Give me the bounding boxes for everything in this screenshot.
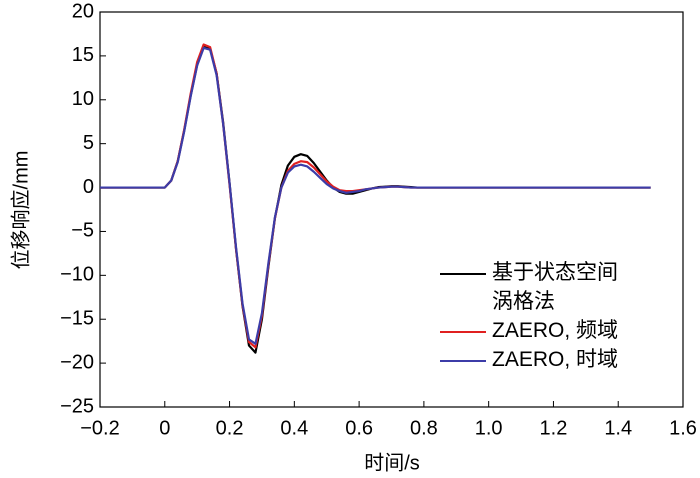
x-tick-label: 0.4 <box>280 417 308 439</box>
x-tick-label: 1.6 <box>669 417 697 439</box>
legend-label: ZAERO, 频域 <box>492 319 619 342</box>
legend-swatch <box>440 331 486 333</box>
y-tick-label: −5 <box>71 220 94 242</box>
x-tick-label: 0.6 <box>345 417 373 439</box>
x-tick-label: 1.4 <box>604 417 632 439</box>
y-tick-label: 10 <box>72 88 94 110</box>
y-tick-label: −25 <box>60 395 94 417</box>
legend-entry: ZAERO, 时域 <box>438 345 622 374</box>
y-tick-label: 0 <box>83 176 94 198</box>
y-tick-label: 5 <box>83 132 94 154</box>
legend-label: 基于状态空间涡格法 <box>492 261 618 313</box>
y-tick-label: 15 <box>72 44 94 66</box>
legend-swatch <box>440 273 486 275</box>
x-tick-label: −0.2 <box>80 417 119 439</box>
plot-frame <box>99 11 684 408</box>
legend-entry: ZAERO, 频域 <box>438 316 622 345</box>
legend-swatch <box>440 360 486 362</box>
x-tick-label: 1.0 <box>475 417 503 439</box>
y-tick-label: −10 <box>60 264 94 286</box>
y-tick-label: −15 <box>60 308 94 330</box>
y-tick-label: −20 <box>60 351 94 373</box>
legend-entry: 基于状态空间涡格法 <box>438 258 622 316</box>
x-tick-label: 0 <box>159 417 170 439</box>
legend-label: ZAERO, 时域 <box>492 348 619 371</box>
y-axis-label: 位移响应/mm <box>9 151 32 270</box>
x-axis-label: 时间/s <box>364 451 420 474</box>
data-line <box>100 46 651 345</box>
x-tick-label: 1.2 <box>540 417 568 439</box>
legend: 基于状态空间涡格法 ZAERO, 频域 ZAERO, 时域 <box>438 258 622 374</box>
x-tick-label: 0.8 <box>410 417 438 439</box>
y-tick-label: 20 <box>72 0 94 22</box>
x-tick-label: 0.2 <box>216 417 244 439</box>
